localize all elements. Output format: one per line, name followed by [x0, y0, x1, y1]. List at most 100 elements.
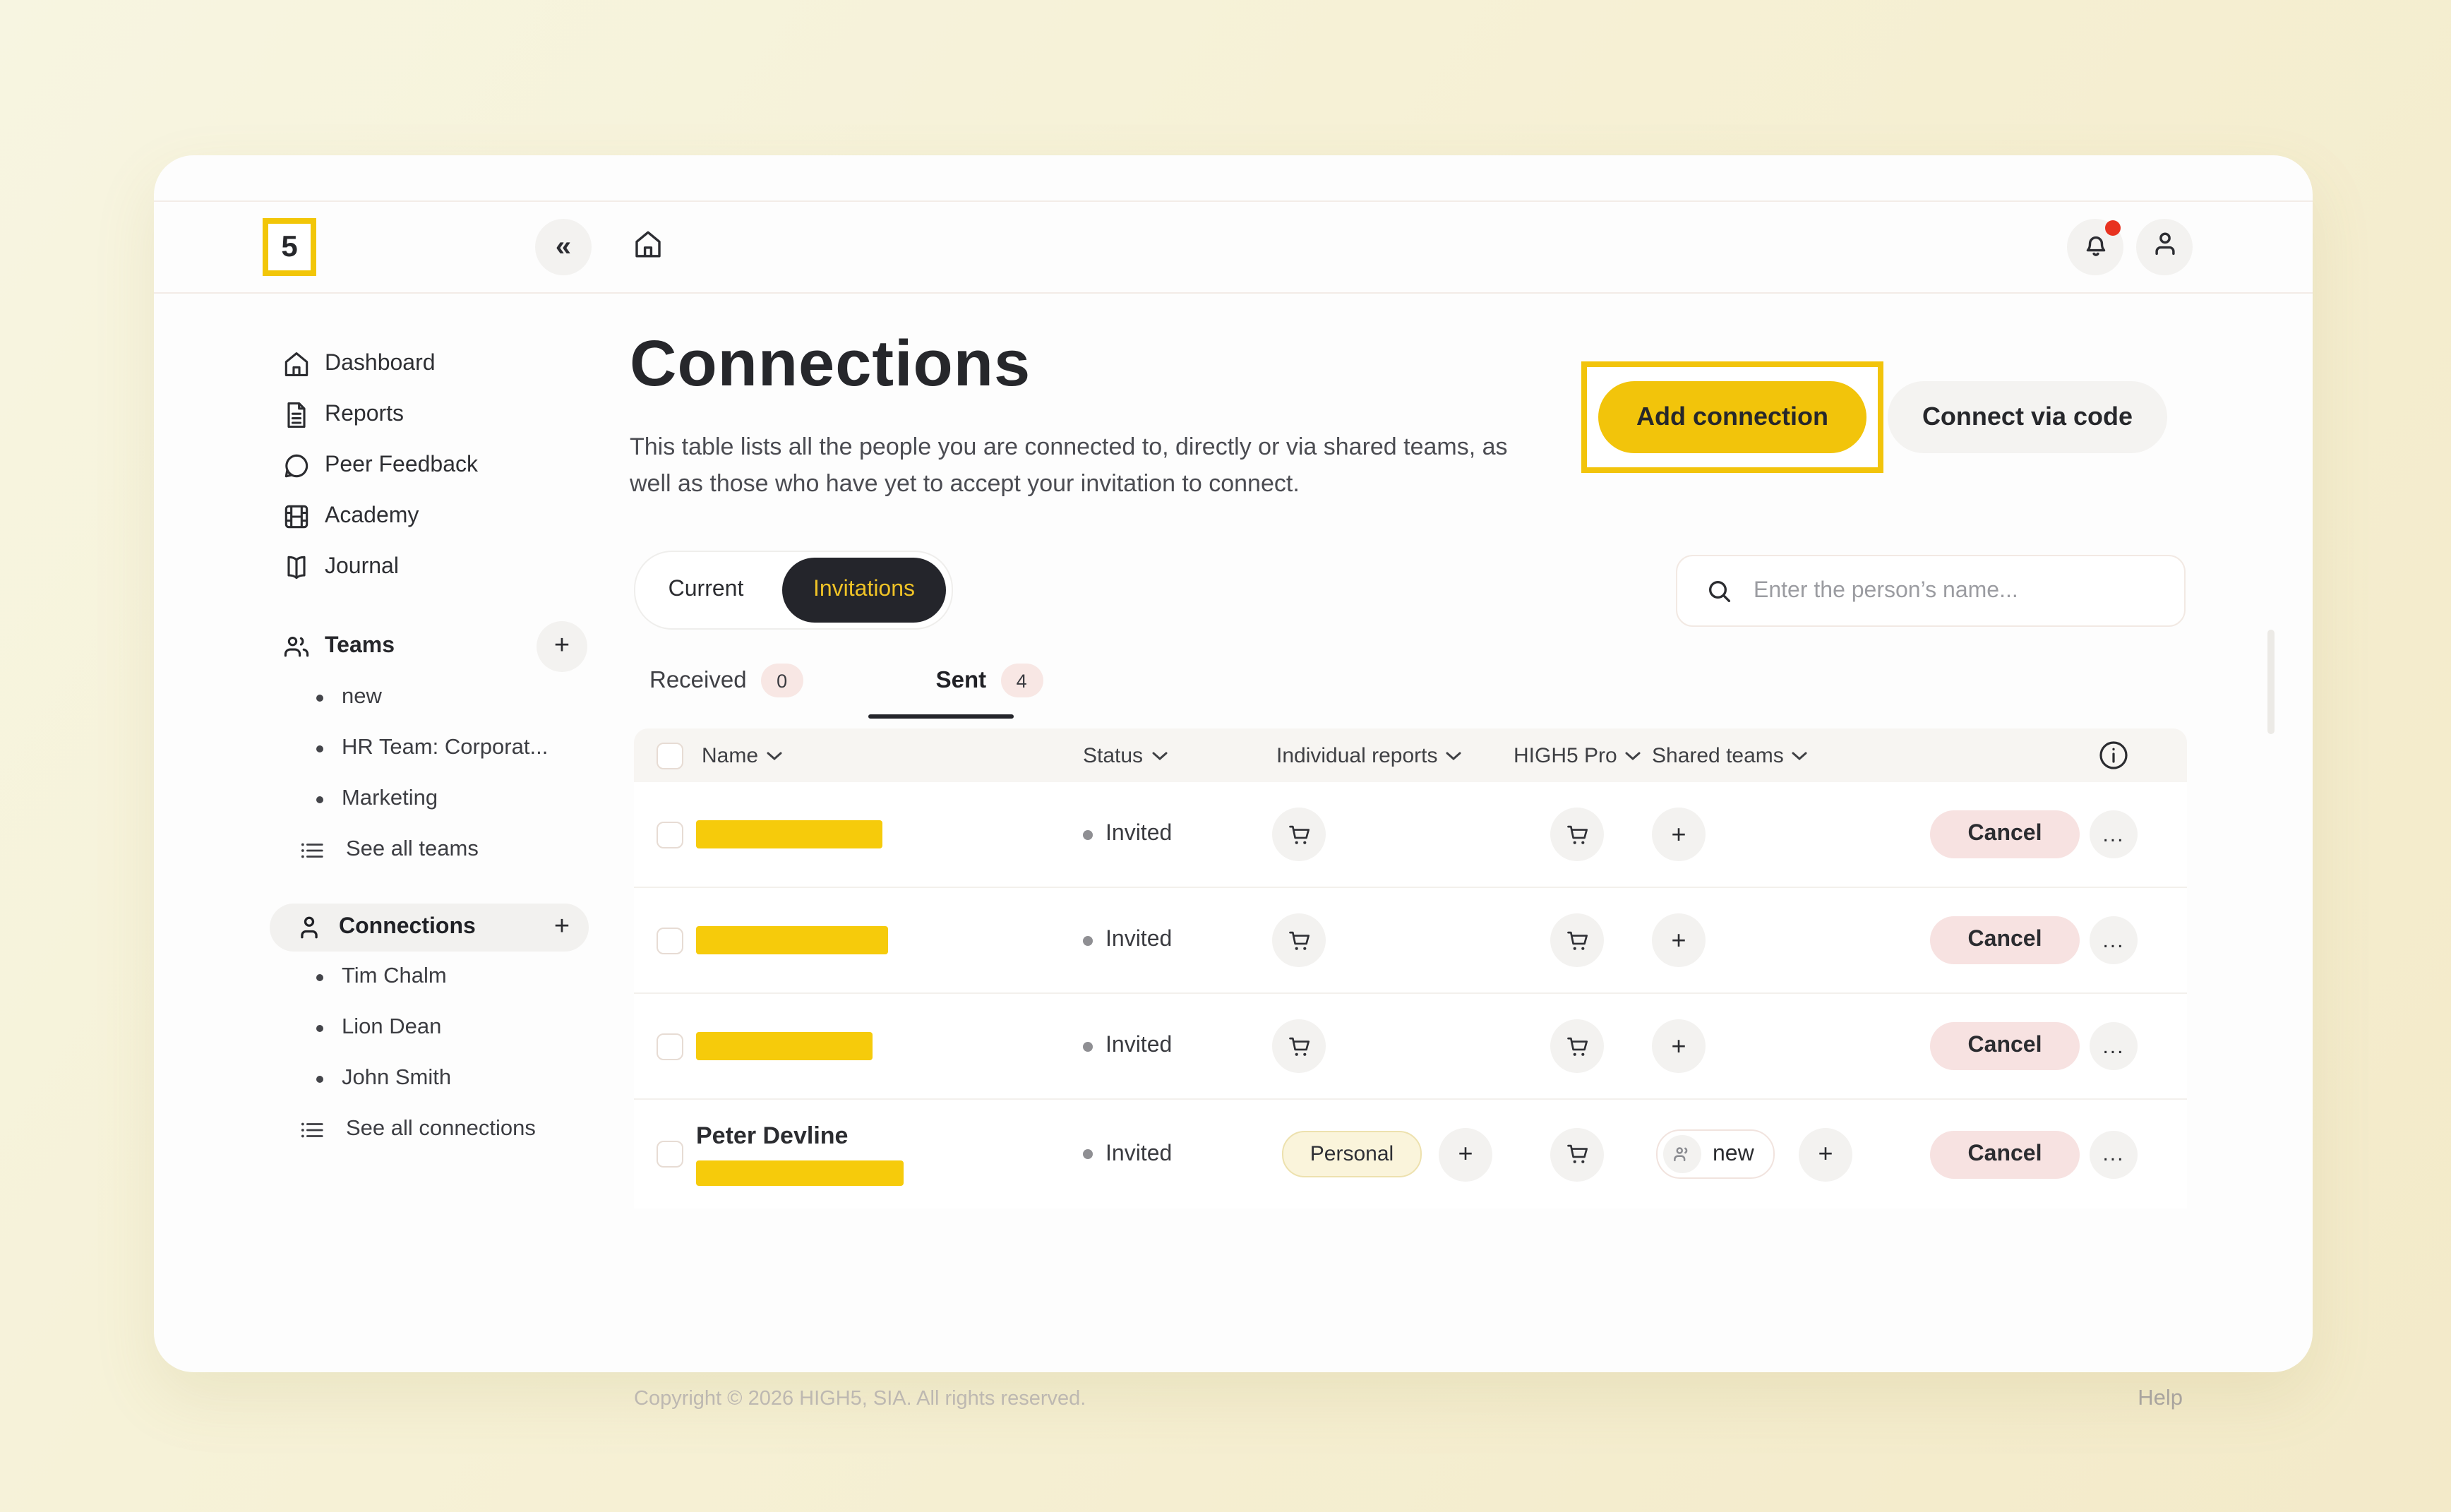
row-checkbox[interactable]	[657, 1033, 683, 1060]
connect-via-code-button[interactable]: Connect via code	[1888, 381, 2167, 453]
profile-button[interactable]	[2136, 219, 2193, 275]
buy-high5-pro-button[interactable]	[1550, 808, 1604, 861]
view-toggle: Current Invitations	[634, 551, 953, 630]
row-checkbox[interactable]	[657, 821, 683, 848]
sidebar-section-connections-active[interactable]: Connections +	[270, 904, 589, 952]
column-header-high5-pro[interactable]: HIGH5 Pro	[1514, 743, 1641, 767]
row-more-button[interactable]: ...	[2090, 810, 2138, 858]
collapse-sidebar-button[interactable]: «	[535, 219, 592, 275]
cart-icon	[1566, 930, 1588, 949]
status-label: Invited	[1105, 928, 1173, 952]
sidebar-see-all-teams[interactable]: See all teams	[154, 824, 620, 875]
cart-icon	[1566, 824, 1588, 844]
status-label: Invited	[1105, 1033, 1173, 1057]
sidebar-see-all-connections[interactable]: See all connections	[154, 1104, 620, 1155]
status-badge: Invited	[1083, 1033, 1172, 1059]
add-individual-report-button[interactable]: +	[1439, 1127, 1492, 1181]
home-button[interactable]	[620, 219, 676, 275]
toggle-invitations-active[interactable]: Invitations	[782, 558, 946, 623]
table-row: Peter Devline Invited Personal + new	[634, 1100, 2187, 1208]
buy-high5-pro-button[interactable]	[1550, 1127, 1604, 1181]
bullet-icon	[316, 796, 323, 803]
high5-logo[interactable]: 5	[263, 218, 316, 276]
column-header-status[interactable]: Status	[1083, 743, 1167, 767]
sidebar-item-reports[interactable]: Reports	[154, 390, 620, 440]
status-label: Invited	[1105, 822, 1173, 846]
buy-individual-report-button[interactable]	[1272, 808, 1326, 861]
book-icon	[281, 552, 312, 583]
teams-icon	[281, 631, 312, 662]
list-icon	[301, 1117, 325, 1141]
cancel-invitation-button[interactable]: Cancel	[1930, 1130, 2080, 1178]
sidebar-section-teams[interactable]: Teams +	[154, 621, 620, 672]
chat-bubble-icon	[281, 450, 312, 481]
help-link[interactable]: Help	[2138, 1386, 2183, 1410]
film-icon	[281, 501, 312, 532]
row-more-button[interactable]: ...	[2090, 916, 2138, 964]
column-header-shared-teams[interactable]: Shared teams	[1652, 743, 1808, 767]
buy-individual-report-button[interactable]	[1272, 1019, 1326, 1073]
status-badge: Invited	[1083, 822, 1172, 847]
add-shared-team-button[interactable]: +	[1652, 913, 1706, 967]
sidebar-connection-tim-chalm[interactable]: Tim Chalm	[154, 952, 620, 1002]
redacted-email	[696, 1160, 904, 1186]
add-shared-team-button[interactable]: +	[1799, 1127, 1852, 1181]
sidebar-team-new[interactable]: new	[154, 672, 620, 723]
add-connection-sidebar-button[interactable]: +	[553, 912, 570, 942]
add-shared-team-button[interactable]: +	[1652, 808, 1706, 861]
shared-team-chip[interactable]: new	[1656, 1129, 1775, 1179]
scrollbar[interactable]	[2267, 630, 2275, 734]
sidebar-team-hr[interactable]: HR Team: Corporat...	[154, 723, 620, 774]
cancel-invitation-button[interactable]: Cancel	[1930, 916, 2080, 964]
bullet-icon	[316, 694, 323, 701]
cancel-invitation-button[interactable]: Cancel	[1930, 810, 2080, 858]
sidebar-item-journal[interactable]: Journal	[154, 542, 620, 593]
tab-received[interactable]: Received 0	[649, 664, 803, 697]
search-icon	[1709, 580, 1730, 601]
tab-sent-active[interactable]: Sent 4	[936, 664, 1043, 697]
sidebar-team-marketing[interactable]: Marketing	[154, 774, 620, 824]
table-row: Invited + Cancel ...	[634, 782, 2187, 888]
row-more-button[interactable]: ...	[2090, 1022, 2138, 1070]
bullet-icon	[316, 745, 323, 752]
column-label: Name	[702, 743, 759, 767]
buy-high5-pro-button[interactable]	[1550, 913, 1604, 967]
sidebar-connection-john-smith[interactable]: John Smith	[154, 1053, 620, 1104]
sidebar-item-peer-feedback[interactable]: Peer Feedback	[154, 440, 620, 491]
sidebar-item-academy[interactable]: Academy	[154, 491, 620, 542]
column-header-individual-reports[interactable]: Individual reports	[1276, 743, 1461, 767]
add-connection-highlight: Add connection	[1581, 361, 1883, 473]
row-more-button[interactable]: ...	[2090, 1130, 2138, 1178]
add-shared-team-button[interactable]: +	[1652, 1019, 1706, 1073]
toggle-current[interactable]: Current	[668, 577, 744, 601]
status-label: Invited	[1105, 1141, 1173, 1165]
row-checkbox[interactable]	[657, 1141, 683, 1168]
buy-high5-pro-button[interactable]	[1550, 1019, 1604, 1073]
cart-icon	[1288, 930, 1310, 949]
connection-label: Lion Dean	[342, 1015, 442, 1039]
person-name: Peter Devline	[696, 1122, 849, 1149]
column-label: Individual reports	[1276, 743, 1438, 767]
personal-report-badge[interactable]: Personal	[1282, 1131, 1422, 1177]
table-info-button[interactable]	[2092, 734, 2135, 776]
cart-icon	[1288, 1036, 1310, 1055]
cart-icon	[1566, 1036, 1588, 1055]
sidebar-connection-lion-dean[interactable]: Lion Dean	[154, 1002, 620, 1053]
notifications-button[interactable]	[2067, 219, 2123, 275]
row-checkbox[interactable]	[657, 927, 683, 954]
cart-icon	[1288, 824, 1310, 844]
add-team-button[interactable]: +	[537, 621, 587, 672]
add-connection-button[interactable]: Add connection	[1598, 381, 1866, 453]
search-input[interactable]	[1751, 577, 2152, 605]
select-all-checkbox[interactable]	[657, 742, 683, 769]
sidebar-item-dashboard[interactable]: Dashboard	[154, 339, 620, 390]
column-header-name[interactable]: Name	[702, 743, 782, 767]
bullet-icon	[316, 1075, 323, 1082]
cancel-invitation-button[interactable]: Cancel	[1930, 1022, 2080, 1070]
app-card: 5 « Dashboard	[154, 155, 2313, 1410]
buy-individual-report-button[interactable]	[1272, 913, 1326, 967]
sidebar-item-label: Dashboard	[325, 352, 436, 376]
teams-icon	[1663, 1135, 1701, 1173]
sidebar-item-label: Journal	[325, 555, 399, 579]
